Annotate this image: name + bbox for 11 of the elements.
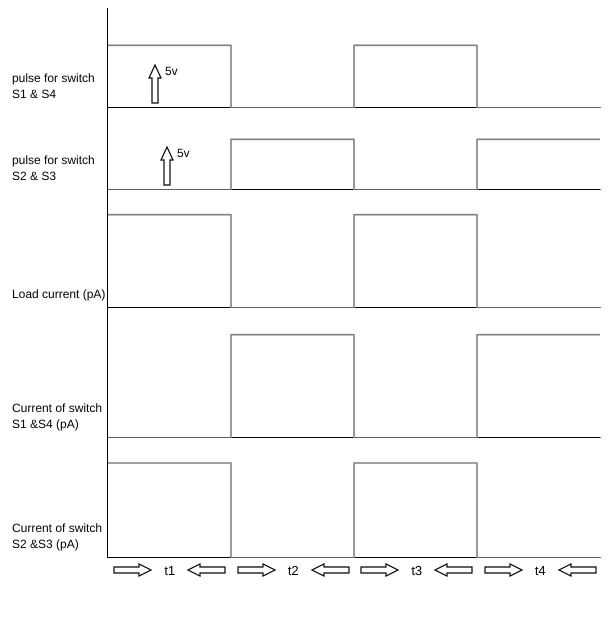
annotation: 5v bbox=[165, 64, 178, 78]
text: t4 bbox=[534, 562, 546, 578]
y-axis-title: pulse for switch S1 & S4 bbox=[11, 70, 96, 102]
text: t1 bbox=[164, 562, 176, 578]
text: t3 bbox=[411, 562, 422, 578]
annotation: 5v bbox=[177, 146, 190, 160]
y-axis-title: Current of switch S1 &S4 (pA) bbox=[11, 400, 104, 432]
y-axis-title: Current of switch S2 &S3 (pA) bbox=[11, 520, 104, 552]
y-axis-title: Load current (pA) bbox=[11, 286, 106, 302]
text: t2 bbox=[288, 562, 299, 578]
y-axis-title: pulse for switch S2 & S3 bbox=[11, 152, 96, 184]
